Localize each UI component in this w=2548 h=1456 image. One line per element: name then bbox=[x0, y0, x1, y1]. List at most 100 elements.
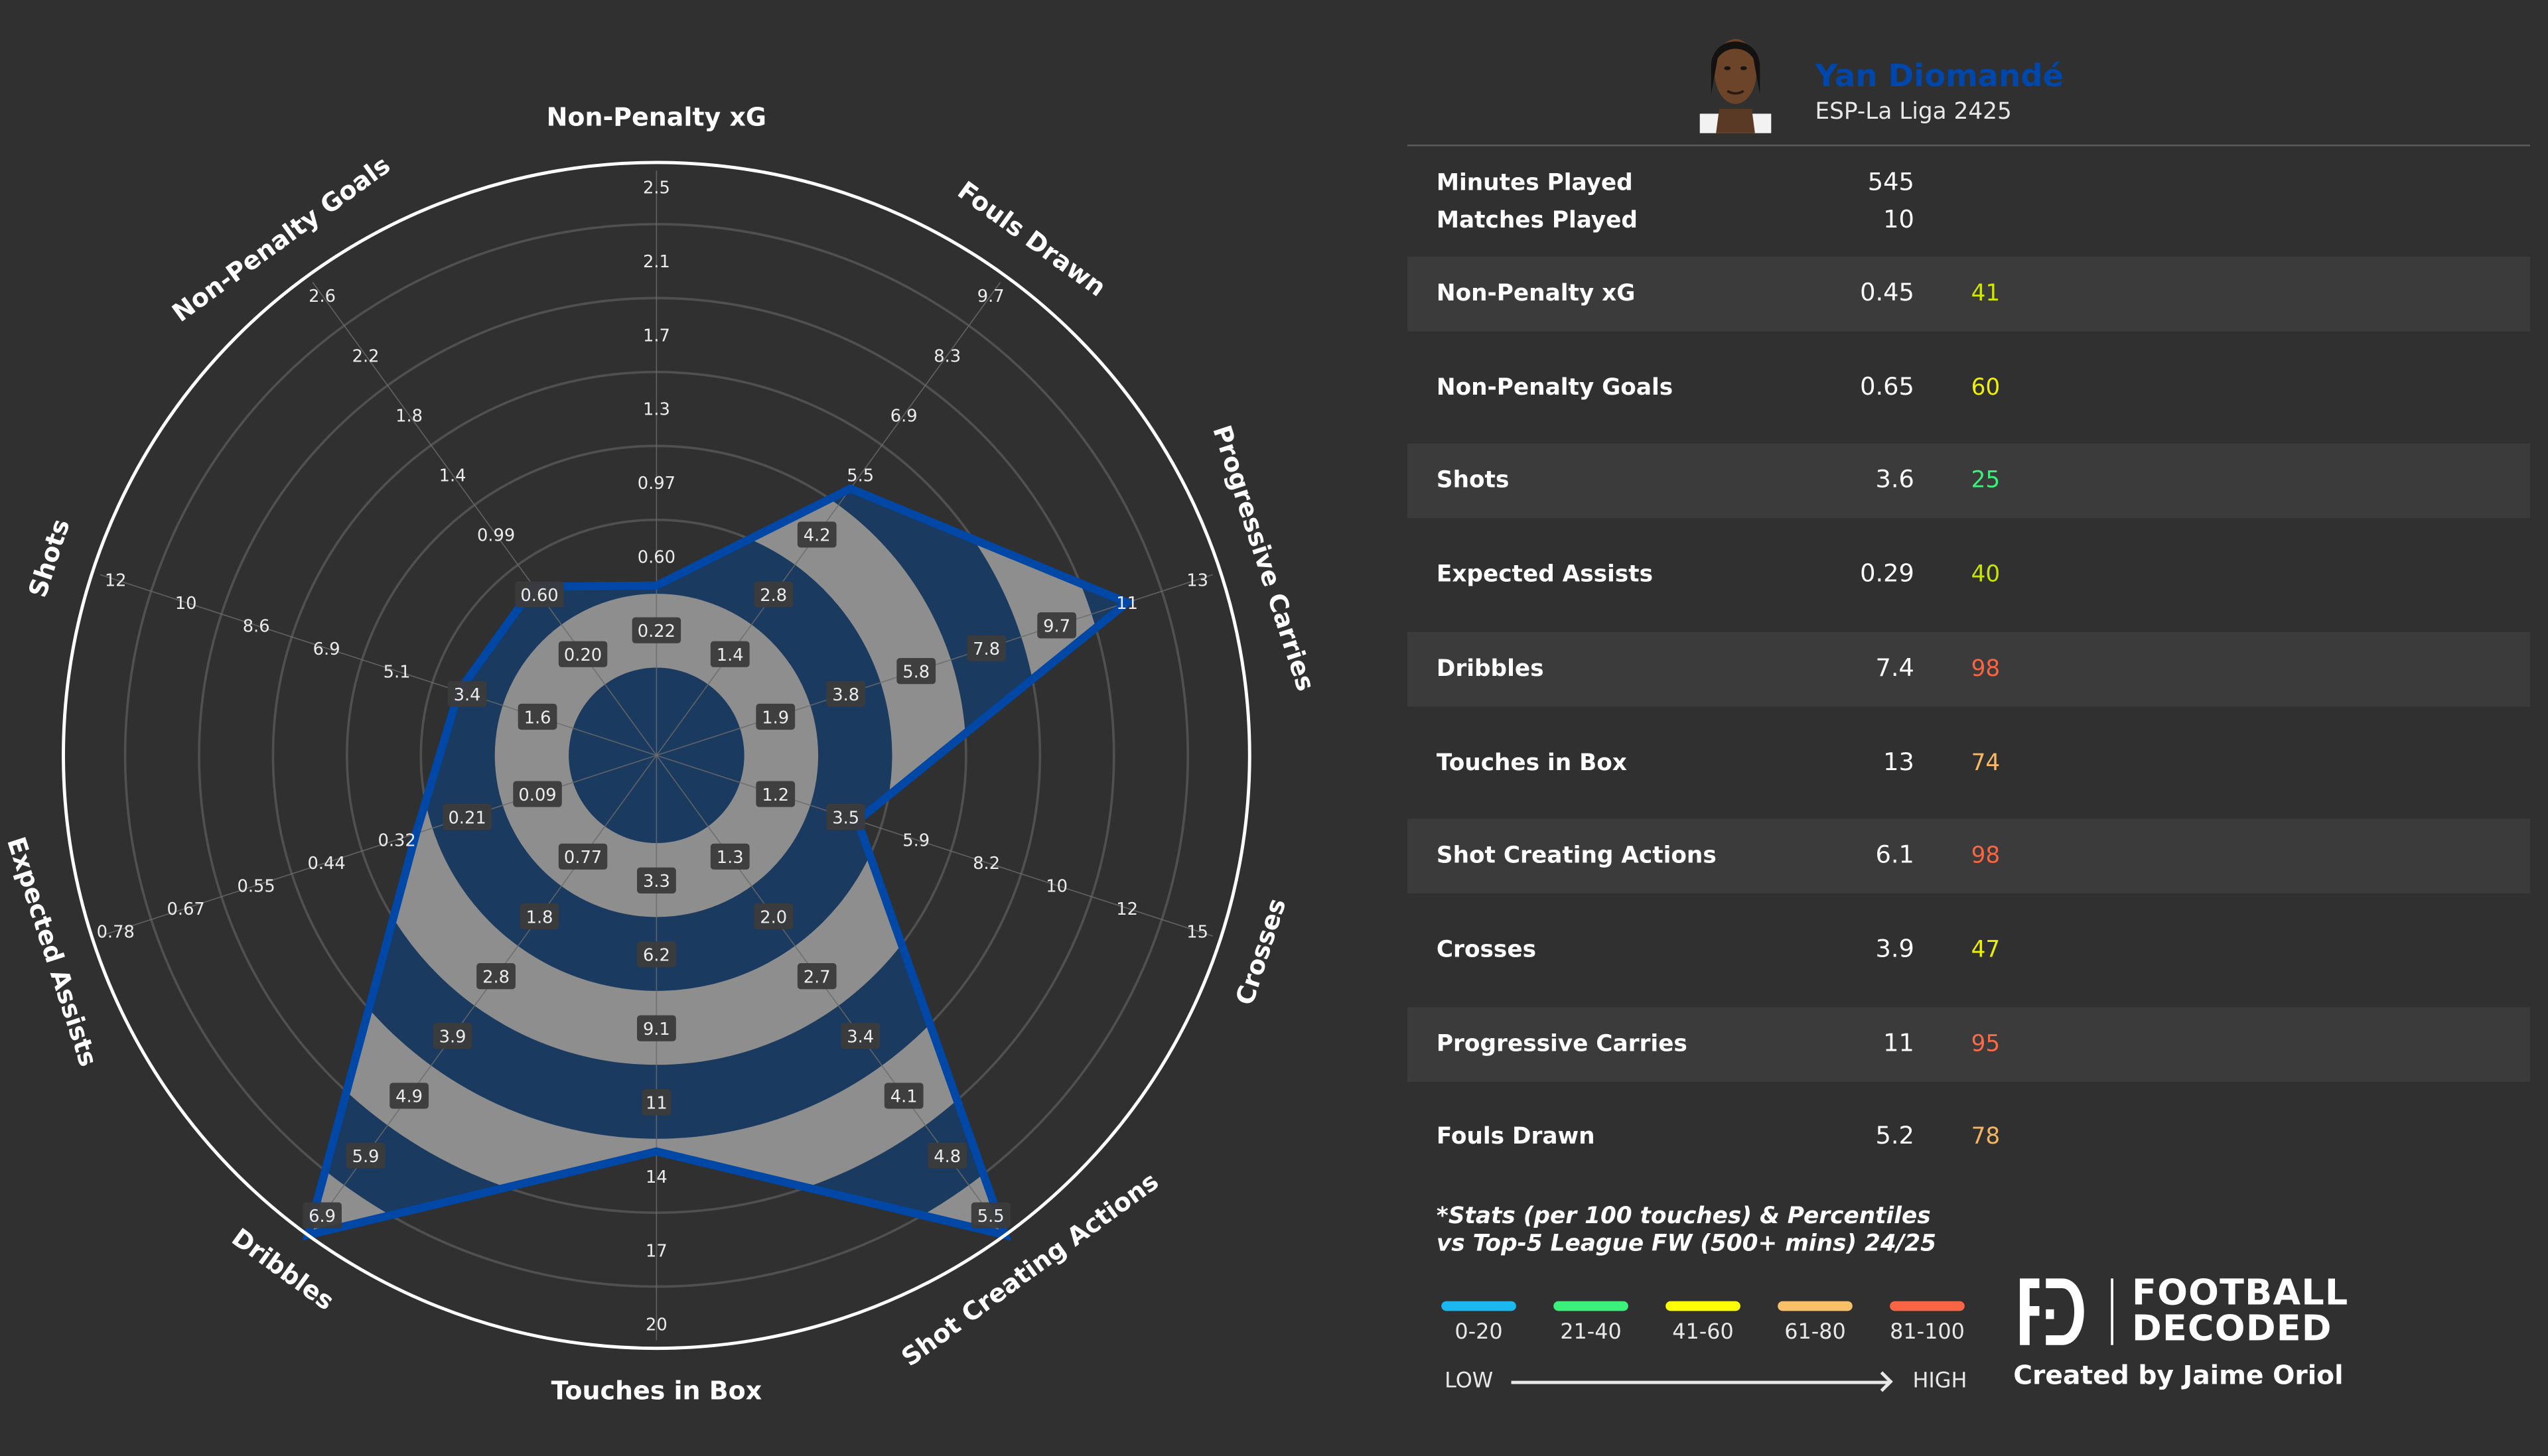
matches-played-value: 10 bbox=[1883, 204, 1914, 234]
stat-percentile: 98 bbox=[1971, 655, 2001, 683]
tick-label-box bbox=[515, 581, 564, 608]
stat-percentile: 60 bbox=[1971, 374, 2001, 401]
brand-line-1: FOOTBALL bbox=[2132, 1274, 2349, 1315]
tick-label-box bbox=[756, 703, 796, 730]
stat-row: Shots 3.6 25 bbox=[1407, 444, 2531, 519]
tick-label: 2.6 bbox=[309, 287, 336, 306]
axis-spoke bbox=[100, 574, 657, 756]
stat-value: 3.6 bbox=[1875, 465, 1914, 495]
stat-row: Crosses 3.9 47 bbox=[1407, 913, 2530, 988]
stat-percentile: 41 bbox=[1971, 281, 2001, 307]
tick-label: 12 bbox=[105, 571, 127, 591]
tick-label-box bbox=[826, 681, 866, 707]
tick-label-box bbox=[346, 1142, 386, 1169]
divider bbox=[1407, 144, 2531, 147]
tick-label-box bbox=[967, 635, 1007, 661]
tick-label: 7.8 bbox=[973, 639, 1000, 659]
tick-label: 0.20 bbox=[564, 645, 602, 665]
tick-label: 0.44 bbox=[308, 854, 346, 874]
tick-label-box bbox=[797, 963, 837, 990]
stat-label: Fouls Drawn bbox=[1436, 1124, 1595, 1151]
tick-label: 5.5 bbox=[847, 466, 874, 486]
tick-label: 11 bbox=[646, 1093, 668, 1113]
stat-value: 13 bbox=[1883, 746, 1914, 776]
stat-value: 3.9 bbox=[1875, 933, 1914, 963]
stat-label: Expected Assists bbox=[1436, 562, 1653, 588]
tick-label: 3.9 bbox=[439, 1027, 466, 1047]
axis-spoke bbox=[312, 282, 658, 756]
stat-row: Non-Penalty Goals 0.65 60 bbox=[1407, 350, 2530, 425]
player-name: Yan Diomandé bbox=[1815, 58, 2064, 95]
tick-label-box bbox=[637, 1015, 676, 1041]
tick-label: 13 bbox=[1186, 571, 1208, 591]
stat-value: 6.1 bbox=[1875, 840, 1914, 870]
tick-label: 5.1 bbox=[384, 662, 411, 682]
tick-label: 2.2 bbox=[352, 346, 380, 366]
tick-label: 1.8 bbox=[526, 907, 553, 927]
tick-label-box bbox=[754, 581, 794, 608]
tick-label-box bbox=[558, 843, 608, 870]
tick-label: 0.55 bbox=[238, 877, 275, 897]
tick-label: 2.5 bbox=[643, 178, 670, 198]
tick-label-box bbox=[710, 843, 750, 870]
stat-label: Non-Penalty Goals bbox=[1436, 374, 1673, 401]
tick-label: 8.3 bbox=[934, 346, 961, 366]
tick-label-box bbox=[303, 1202, 342, 1228]
tick-label: 0.09 bbox=[518, 785, 556, 805]
stat-row: Touches in Box 13 74 bbox=[1407, 725, 2530, 800]
stat-percentile: 98 bbox=[1971, 843, 2001, 870]
axis-spoke bbox=[656, 282, 1001, 756]
tick-label: 1.8 bbox=[395, 406, 423, 426]
stat-percentile: 40 bbox=[1971, 562, 2001, 588]
tick-label-box bbox=[637, 941, 676, 968]
tick-label: 0.60 bbox=[520, 586, 558, 606]
axis-title: Fouls Drawn bbox=[952, 176, 1111, 302]
axis-spoke bbox=[656, 754, 1214, 937]
tick-label: 20 bbox=[646, 1315, 668, 1335]
tick-label: 4.2 bbox=[804, 526, 831, 546]
tick-label: 1.4 bbox=[439, 466, 466, 486]
tick-label: 0.99 bbox=[477, 526, 515, 546]
tick-label: 0.97 bbox=[638, 474, 675, 494]
tick-label: 1.2 bbox=[762, 785, 789, 805]
radar-chart: 0.22 0.60 0.97 1.3 1.7 2.1 2.5 Non-Penalty xG 1.… bbox=[1, 102, 1320, 1405]
tick-label-box bbox=[884, 1083, 924, 1109]
tick-label: 4.8 bbox=[934, 1147, 961, 1167]
stat-value: 0.29 bbox=[1860, 559, 1914, 588]
tick-label-box bbox=[433, 1023, 472, 1049]
stat-percentile: 74 bbox=[1971, 750, 2001, 776]
stat-label: Non-Penalty xG bbox=[1436, 281, 1636, 307]
stat-label: Progressive Carries bbox=[1436, 1031, 1687, 1057]
tick-label: 9.7 bbox=[977, 287, 1005, 306]
tick-label-box bbox=[756, 781, 796, 807]
tick-label: 1.9 bbox=[762, 708, 789, 728]
stat-label: Crosses bbox=[1436, 937, 1537, 963]
football-decoded-logo bbox=[2017, 1277, 2117, 1347]
tick-label-box bbox=[447, 681, 487, 707]
tick-label: 5.8 bbox=[902, 662, 930, 682]
stat-percentile: 47 bbox=[1971, 937, 2001, 963]
radar-outline bbox=[302, 484, 1135, 1241]
stats-footnote: *Stats (per 100 touches) & Percentiles v… bbox=[1437, 1204, 1936, 1259]
tick-label: 3.4 bbox=[847, 1027, 874, 1047]
axis-title: Progressive Carries bbox=[1207, 422, 1320, 695]
tick-label-box bbox=[476, 963, 516, 990]
legend-swatch bbox=[1778, 1301, 1853, 1311]
stat-percentile: 78 bbox=[1971, 1124, 2001, 1151]
credit-text: Created by Jaime Oriol bbox=[2013, 1359, 2344, 1391]
axis-title: Non-Penalty xG bbox=[547, 102, 766, 131]
tick-label: 1.3 bbox=[717, 848, 744, 868]
tick-label-box bbox=[928, 1142, 967, 1169]
legend-low-label: LOW bbox=[1445, 1369, 1494, 1394]
tick-label-box bbox=[520, 903, 559, 930]
stat-label: Shot Creating Actions bbox=[1436, 843, 1717, 870]
tick-label: 0.67 bbox=[167, 899, 205, 919]
tick-label: 8.2 bbox=[973, 854, 1000, 874]
stat-value: 0.45 bbox=[1860, 277, 1914, 307]
axis-title: Shots bbox=[23, 515, 75, 601]
stat-row: Non-Penalty xG 0.45 41 bbox=[1407, 256, 2531, 332]
minutes-played-value: 545 bbox=[1867, 167, 1914, 197]
stat-row: Progressive Carries 11 95 bbox=[1407, 1006, 2531, 1082]
tick-label: 2.0 bbox=[760, 907, 787, 927]
stat-row: Dribbles 7.4 98 bbox=[1407, 631, 2531, 706]
